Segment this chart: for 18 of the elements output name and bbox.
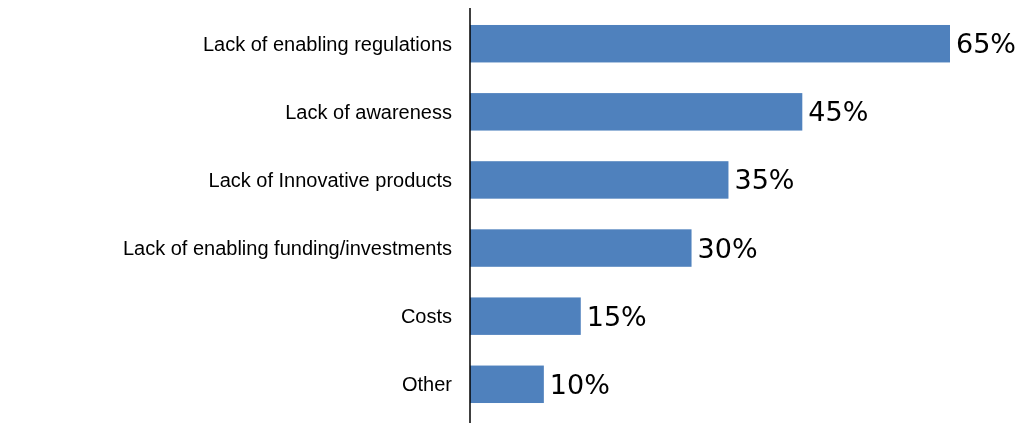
bar: [470, 229, 692, 267]
bar: [470, 93, 803, 131]
y-tick-label: Lack of awareness: [285, 100, 452, 123]
y-tick-label: Lack of enabling regulations: [202, 32, 452, 55]
data-label: 30%: [697, 232, 758, 264]
y-tick-label: Lack of enabling funding/investments: [122, 237, 452, 260]
bar: [470, 297, 581, 335]
y-tick-label: Other: [401, 373, 453, 396]
data-label: 45%: [808, 96, 869, 128]
data-label: 35%: [734, 164, 795, 196]
bar: [470, 161, 729, 199]
data-label: 10%: [549, 368, 610, 400]
y-tick-label: Costs: [400, 305, 452, 328]
bar: [470, 24, 950, 63]
data-label: 15%: [586, 300, 647, 332]
data-label: 65%: [956, 28, 1017, 60]
y-tick-label: Lack of Innovative products: [208, 168, 452, 191]
bar: [470, 365, 544, 404]
